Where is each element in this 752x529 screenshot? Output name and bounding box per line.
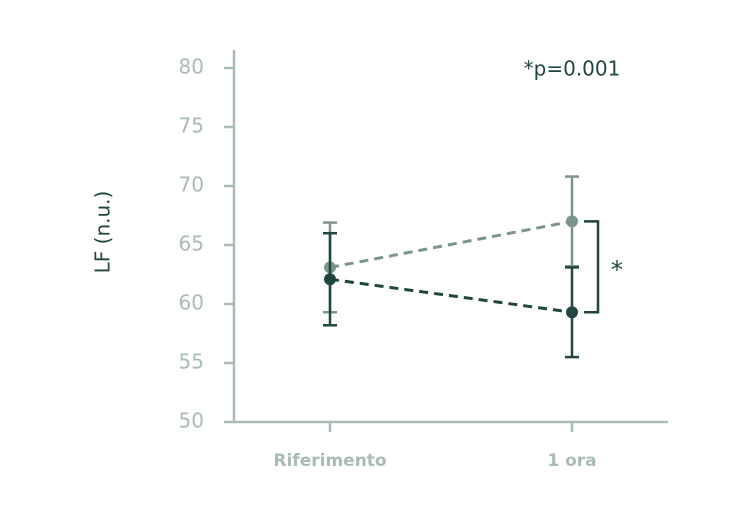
data-point bbox=[324, 273, 336, 286]
x-tick-label: 1 ora bbox=[547, 451, 596, 471]
y-tick-label: 50 bbox=[179, 409, 204, 433]
significance-bracket bbox=[584, 220, 600, 314]
y-tick-label: 65 bbox=[179, 232, 204, 256]
y-tick-label: 75 bbox=[179, 114, 204, 138]
data-point bbox=[566, 306, 578, 319]
series-line bbox=[329, 277, 573, 314]
annotation: *p=0.001 bbox=[524, 57, 621, 81]
data-point bbox=[566, 215, 578, 228]
x-tick-label: Riferimento bbox=[273, 451, 386, 471]
y-tick-label: 55 bbox=[179, 350, 204, 374]
significance-marker: * bbox=[611, 256, 623, 284]
y-tick-label: 80 bbox=[179, 55, 204, 79]
series-line bbox=[329, 219, 573, 269]
y-tick-label: 70 bbox=[179, 173, 204, 197]
y-tick-label: 60 bbox=[179, 291, 204, 315]
y-axis-label: LF (n.u.) bbox=[91, 191, 115, 274]
